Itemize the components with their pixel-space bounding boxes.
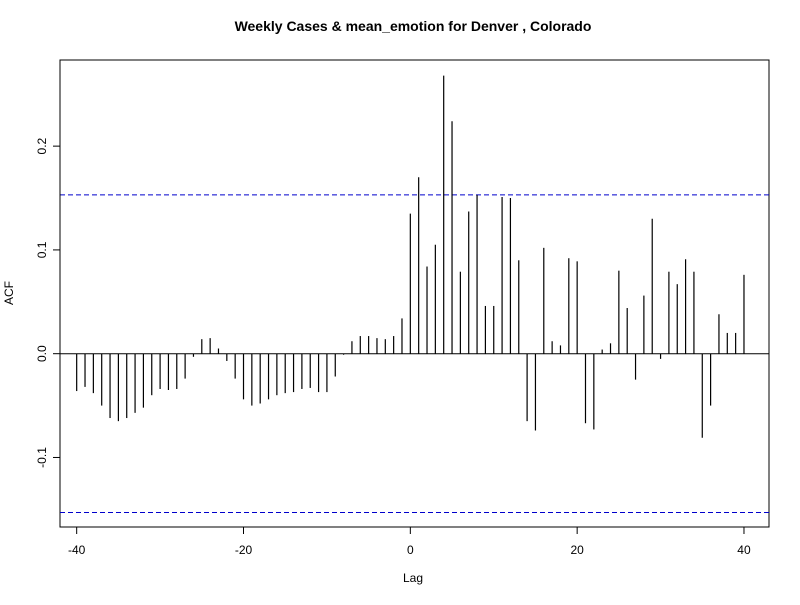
y-tick-label: 0.0 xyxy=(35,345,49,362)
acf-bars xyxy=(60,75,769,438)
y-axis: -0.1 0.0 0.1 0.2 xyxy=(35,137,61,468)
x-axis: -40 -20 0 20 40 xyxy=(68,526,751,557)
x-tick-label: 20 xyxy=(570,543,584,557)
y-tick-label: 0.1 xyxy=(35,241,49,258)
plot-frame xyxy=(59,59,770,528)
confidence-bounds xyxy=(60,194,769,513)
x-tick-label: 40 xyxy=(737,543,751,557)
x-axis-title: Lag xyxy=(403,571,423,585)
x-tick-label: -40 xyxy=(68,543,86,557)
x-tick-label: 0 xyxy=(407,543,414,557)
chart-title: Weekly Cases & mean_emotion for Denver ,… xyxy=(235,18,592,34)
y-tick-label: -0.1 xyxy=(35,447,49,468)
x-tick-label: -20 xyxy=(235,543,253,557)
y-tick-label: 0.2 xyxy=(35,137,49,154)
y-axis-title: ACF xyxy=(2,281,16,305)
